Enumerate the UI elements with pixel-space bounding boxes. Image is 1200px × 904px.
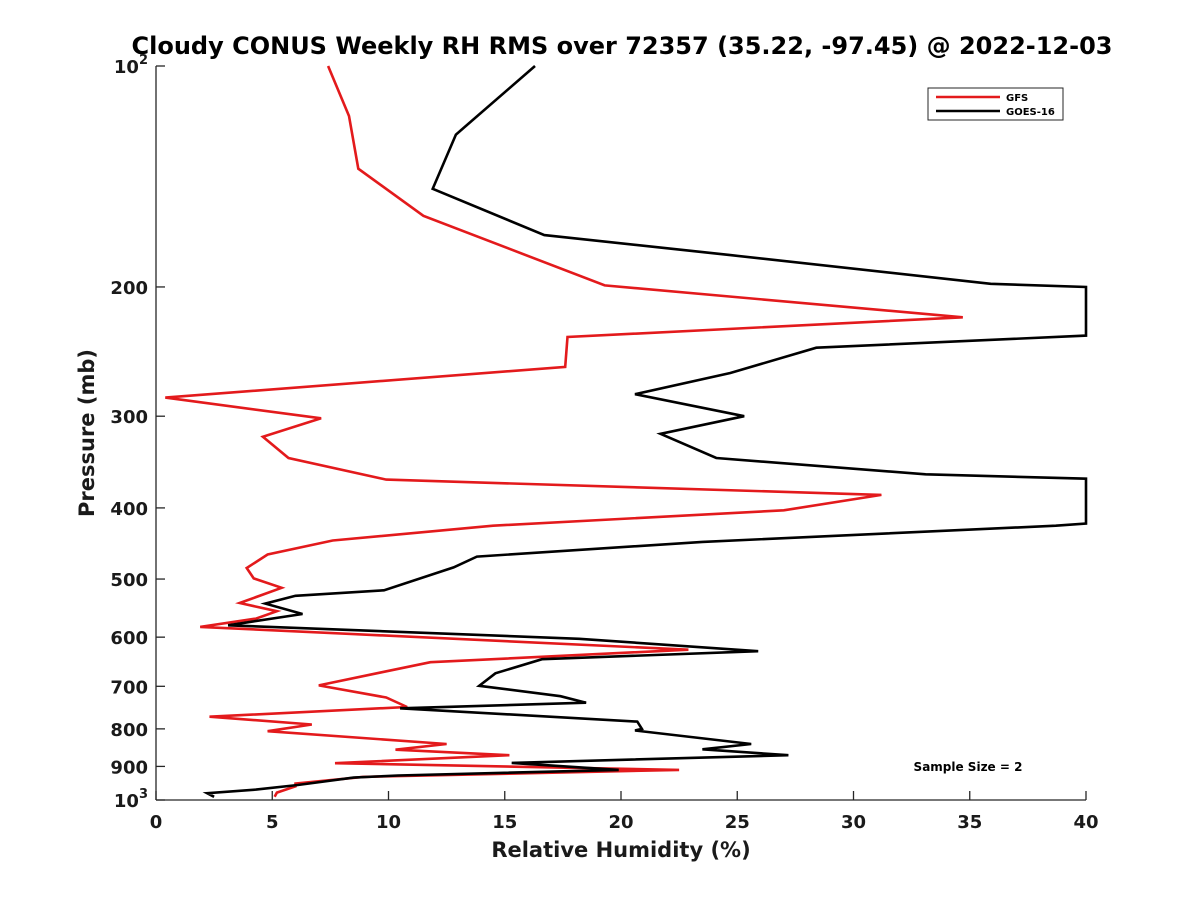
legend-label: GOES-16 <box>1006 107 1055 118</box>
x-tick-label: 40 <box>1073 812 1098 833</box>
y-tick-label: 200 <box>110 278 148 299</box>
x-tick-label: 35 <box>957 812 982 833</box>
sample-size-annotation: Sample Size = 2 <box>914 760 1023 774</box>
x-tick-label: 25 <box>725 812 750 833</box>
series-line-goes-16 <box>202 65 1088 798</box>
x-axis-label: Relative Humidity (%) <box>491 838 750 862</box>
y-tick-label: 103 <box>114 787 148 812</box>
legend-label: GFS <box>1006 93 1028 104</box>
series-line-gfs <box>165 65 963 798</box>
legend: GFS GOES-16 <box>927 87 1064 121</box>
y-tick-label: 400 <box>110 499 148 520</box>
legend-frame <box>927 87 1064 121</box>
y-tick-label: 600 <box>110 628 148 649</box>
y-tick-label: 500 <box>110 570 148 591</box>
y-tick-label: 900 <box>110 757 148 778</box>
y-tick-label: 102 <box>114 53 148 78</box>
x-tick-label: 20 <box>608 812 633 833</box>
plot-area: 0 5 10 15 20 25 30 35 40 102 200 300 400 500 600 700 800… <box>110 53 1098 833</box>
x-tick-label: 15 <box>492 812 517 833</box>
y-axis-label: Pressure (mb) <box>75 349 99 517</box>
y-tick-label: 300 <box>110 407 148 428</box>
y-tick-label: 800 <box>110 720 148 741</box>
y-tick-label: 700 <box>110 677 148 698</box>
x-tick-label: 30 <box>841 812 866 833</box>
chart-title: Cloudy CONUS Weekly RH RMS over 72357 (3… <box>132 32 1113 60</box>
x-tick-label: 5 <box>266 812 279 833</box>
x-tick-label: 10 <box>376 812 401 833</box>
x-tick-label: 0 <box>150 812 163 833</box>
